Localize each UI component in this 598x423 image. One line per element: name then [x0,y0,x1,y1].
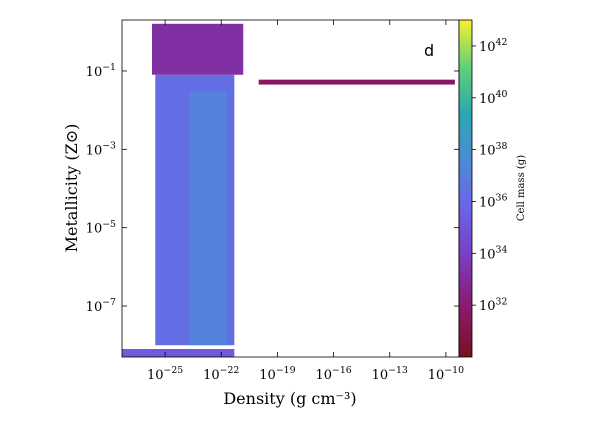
x-tick-label: 10−13 [372,365,408,383]
colorbar-ramp [458,19,473,358]
heatmap-region-floor-strip [122,349,235,357]
y-tick-label: 10−5 [86,219,116,237]
x-tick-label: 10−25 [147,365,183,383]
plot-area: 10−25 10−22 10−19 10−16 10−13 10−10 10−1 10−3 1… [86,19,464,383]
colorbar-tick-label: 1038 [479,141,507,159]
colorbar-label: Cell mass (g) [516,155,527,221]
heatmap-region-core-band [189,91,227,346]
y-axis-label: Metallicity (Z⊙) [62,124,81,253]
y-tick-label: 10−3 [86,140,116,158]
panel-letter: d [424,41,434,60]
y-tick-label: 10−1 [86,62,116,80]
colorbar-tick-label: 1042 [479,37,507,55]
x-tick-label: 10−22 [203,365,239,383]
x-tick-label: 10−10 [428,365,464,383]
heatmap-region-upper-fan [151,23,244,75]
x-tick-label: 10−16 [315,365,351,383]
colorbar-tick-label: 1032 [479,296,507,314]
x-tick-label: 10−19 [259,365,295,383]
y-tick-label: 10−7 [86,297,116,315]
colorbar-tick-label: 1036 [479,193,507,211]
colorbar-tick-label: 1040 [479,89,507,107]
colorbar: 1032 1034 1036 1038 1040 1042 Cell mass (g) [458,19,527,358]
heatmap-region-metal-ridge [258,79,455,85]
x-axis-label: Density (g cm⁻³) [223,389,356,408]
colorbar-tick-label: 1034 [479,244,507,262]
